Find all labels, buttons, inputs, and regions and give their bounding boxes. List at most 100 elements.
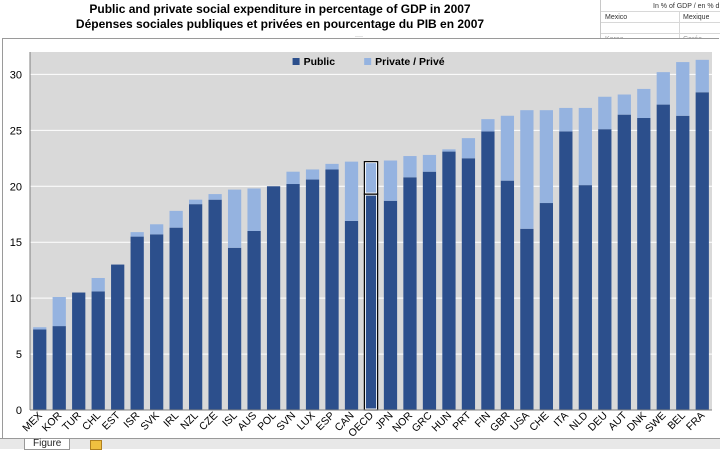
x-tick-label: NLD: [567, 409, 591, 433]
bar-dnk-public[interactable]: [637, 118, 651, 410]
bar-chl-private[interactable]: [91, 277, 105, 292]
bar-gbr-public[interactable]: [500, 180, 515, 410]
y-tick-label: 20: [10, 181, 22, 193]
bar-esp-public[interactable]: [325, 169, 339, 410]
bar-svn-private[interactable]: [286, 171, 300, 185]
bar-aus-private[interactable]: [247, 188, 261, 231]
bar-fin-private[interactable]: [481, 119, 495, 132]
bar-aut-public[interactable]: [617, 114, 631, 411]
bar-irl-public[interactable]: [169, 227, 183, 410]
bar-gbr-private[interactable]: [500, 115, 515, 181]
bar-bel-private[interactable]: [676, 62, 690, 116]
bar-mex-private[interactable]: [33, 327, 47, 330]
bar-lux-public[interactable]: [305, 179, 320, 410]
bar-nld-private[interactable]: [578, 107, 592, 186]
x-tick-label: AUS: [235, 410, 259, 434]
bar-nor-public[interactable]: [403, 177, 417, 410]
bar-can-public[interactable]: [344, 220, 359, 410]
side-table-cell-mexico[interactable]: Mexico: [605, 14, 628, 21]
bar-cze-public[interactable]: [208, 199, 222, 410]
bar-fra-public[interactable]: [695, 92, 709, 411]
y-tick-label: 5: [16, 349, 22, 361]
x-tick-label: NZL: [178, 410, 201, 433]
legend-swatch-public: [292, 58, 300, 65]
y-tick-label: 25: [10, 125, 22, 137]
bar-prt-public[interactable]: [461, 158, 476, 410]
bar-nzl-private[interactable]: [189, 199, 203, 205]
x-tick-label: GBR: [488, 409, 513, 434]
chart-resize-handle[interactable]: ····: [355, 34, 363, 40]
bar-hun-private[interactable]: [442, 149, 456, 152]
bar-usa-private[interactable]: [520, 110, 534, 229]
x-tick-label: POL: [255, 410, 278, 433]
sheet-tab-bar: Figure: [0, 438, 720, 450]
x-tick-label: SVK: [138, 410, 161, 433]
bar-fin-public[interactable]: [481, 131, 495, 410]
bar-prt-private[interactable]: [461, 138, 476, 159]
x-tick-label: SVN: [274, 410, 298, 434]
bar-aut-private[interactable]: [617, 94, 631, 115]
bar-nld-public[interactable]: [578, 185, 592, 410]
bar-grc-public[interactable]: [422, 171, 437, 410]
x-tick-label: AUT: [606, 409, 630, 433]
bar-nzl-public[interactable]: [189, 204, 203, 410]
bar-lux-private[interactable]: [305, 169, 320, 180]
y-tick-label: 0: [16, 405, 22, 417]
x-tick-label: SWE: [643, 410, 668, 435]
bar-isl-public[interactable]: [227, 247, 242, 410]
bar-swe-public[interactable]: [656, 104, 670, 411]
bar-svn-public[interactable]: [286, 184, 300, 410]
x-tick-label: BEL: [665, 410, 688, 433]
legend-label-public: Public: [304, 56, 336, 68]
bar-est-public[interactable]: [111, 264, 125, 410]
bar-oecd-fill-private: [365, 163, 377, 193]
legend-label-private: Private / Privé: [375, 56, 445, 68]
sheet-tab-figure[interactable]: Figure: [24, 439, 71, 450]
x-tick-label: USA: [508, 410, 532, 434]
bar-jpn-private[interactable]: [383, 160, 398, 201]
x-tick-label: CHL: [80, 410, 103, 433]
bar-dnk-private[interactable]: [637, 88, 651, 119]
x-tick-label: KOR: [40, 409, 65, 434]
bar-kor-private[interactable]: [52, 297, 66, 327]
bar-che-public[interactable]: [539, 203, 553, 410]
side-table-header[interactable]: In % of GDP / en % d: [653, 3, 720, 10]
bar-cze-private[interactable]: [208, 194, 222, 200]
bar-che-private[interactable]: [539, 110, 553, 204]
bar-deu-private[interactable]: [598, 96, 612, 130]
bar-nor-private[interactable]: [403, 156, 417, 178]
chart-title-block: Public and private social expenditure in…: [0, 0, 600, 36]
bar-ita-public[interactable]: [559, 131, 573, 410]
bar-bel-public[interactable]: [676, 115, 690, 411]
x-tick-label: DEU: [586, 410, 610, 434]
bar-irl-private[interactable]: [169, 210, 183, 228]
bar-ita-private[interactable]: [559, 107, 573, 132]
bar-kor-public[interactable]: [52, 326, 66, 410]
sheet-tab-icon[interactable]: [90, 440, 102, 450]
x-tick-label: TUR: [60, 409, 84, 433]
bar-isr-private[interactable]: [130, 232, 144, 237]
bar-tur-public[interactable]: [72, 292, 86, 410]
bar-can-private[interactable]: [344, 161, 359, 221]
x-tick-label: HUN: [429, 410, 454, 435]
bar-usa-public[interactable]: [520, 228, 534, 410]
bar-swe-private[interactable]: [656, 72, 670, 105]
y-tick-label: 10: [10, 293, 22, 305]
bar-grc-private[interactable]: [422, 154, 437, 172]
bar-mex-public[interactable]: [33, 329, 47, 410]
x-tick-label: LUX: [295, 410, 318, 433]
bar-isl-private[interactable]: [227, 189, 242, 248]
bar-hun-public[interactable]: [442, 151, 456, 410]
bar-fra-private[interactable]: [695, 59, 709, 93]
bar-chl-public[interactable]: [91, 291, 105, 410]
bar-isr-public[interactable]: [130, 236, 144, 410]
bar-esp-private[interactable]: [325, 163, 339, 170]
bar-aus-public[interactable]: [247, 231, 261, 410]
side-table-cell-mexique[interactable]: Mexique: [683, 14, 710, 21]
bar-svk-private[interactable]: [150, 224, 164, 235]
bar-pol-public[interactable]: [266, 186, 281, 410]
bar-jpn-public[interactable]: [383, 200, 398, 410]
bar-svk-public[interactable]: [150, 234, 164, 410]
bar-deu-public[interactable]: [598, 129, 612, 410]
